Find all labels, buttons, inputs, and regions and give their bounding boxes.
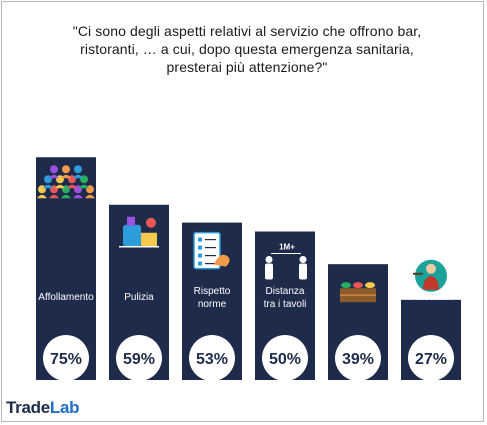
buffet-icon [340,282,376,303]
value-label-5: 27% [415,351,447,368]
category-label-5: Personale [408,292,453,303]
value-label-1: 59% [123,351,155,368]
value-circle-3 [262,335,308,381]
tradelab-logo: TradeLab [6,398,79,418]
title-line-3: presterai più attenzione?" [166,59,328,75]
category-label-2: Rispetto norme [194,286,231,310]
logo-trade: Trade [6,398,50,417]
value-circle-0 [43,335,89,381]
value-label-0: 75% [50,351,82,368]
value-circle-5 [408,335,454,381]
checklist-icon [193,231,230,270]
distance-label: 1M+ [279,243,295,252]
title-line-1: "Ci sono degli aspetti relativi al servi… [72,23,422,39]
crowd-icon [37,165,95,199]
value-circle-4 [335,335,381,381]
title-line-2: ristoranti, … a cui, dopo questa emergen… [80,41,414,57]
value-label-2: 53% [196,351,228,368]
value-label-4: 39% [342,351,374,368]
category-label-3: Distanza tra i tavoli [264,286,307,310]
cleaning-supplies-icon [119,216,159,248]
waiter-icon [413,259,447,292]
value-circle-2 [189,335,235,381]
distance-1m-icon: 1M+ [265,243,307,280]
category-label-0: Affollamento [38,292,94,303]
value-circle-1 [116,335,162,381]
category-label-1: Pulizia [124,292,154,303]
value-label-3: 50% [269,351,301,368]
chart-title: "Ci sono degli aspetti relativi al servi… [22,22,472,76]
logo-lab: Lab [49,398,80,417]
